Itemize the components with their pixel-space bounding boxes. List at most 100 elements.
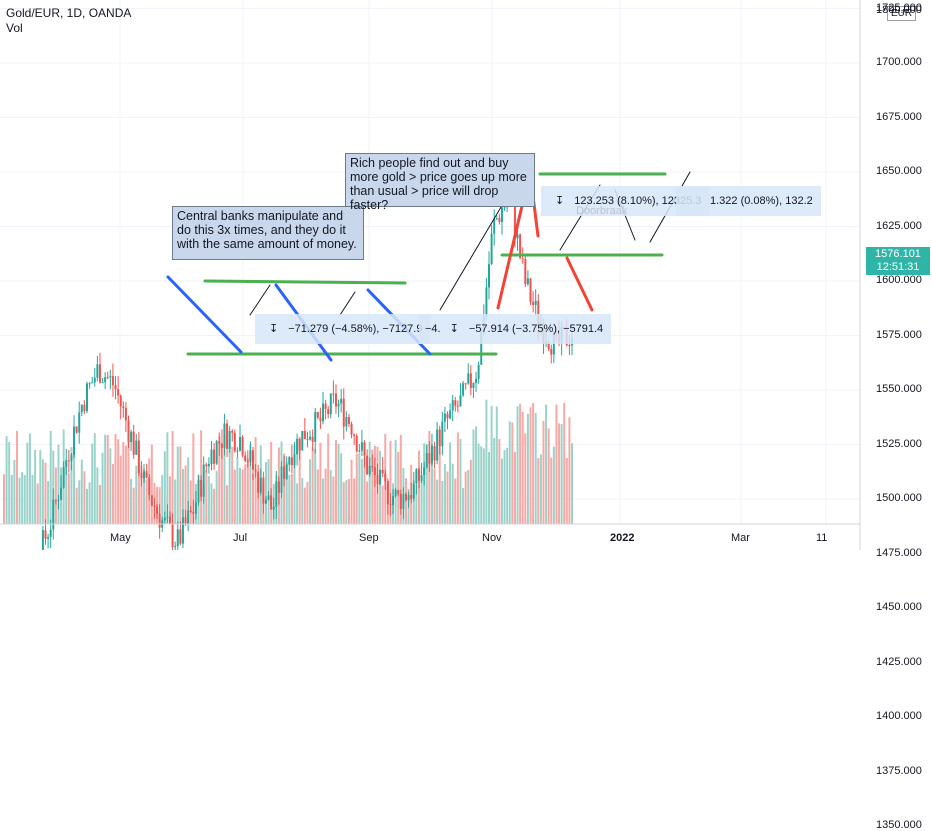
volume-bar (314, 449, 317, 524)
volume-bar (283, 453, 286, 524)
volume-bar (70, 447, 73, 524)
candle-body (316, 411, 319, 418)
candle-body (498, 218, 501, 222)
candle-body (117, 388, 120, 396)
candle-body (293, 454, 296, 466)
volume-bar (316, 469, 319, 524)
volume-bar (433, 468, 436, 524)
candle-body (389, 503, 392, 506)
candle-body (394, 489, 397, 497)
price-axis-top-label: 1800.000 (876, 4, 922, 16)
price-tick-label: 1650.000 (876, 165, 922, 177)
volume-bar (303, 487, 306, 524)
candle-body (430, 445, 433, 464)
candle-body (500, 207, 503, 222)
chart-area[interactable] (0, 0, 932, 550)
volume-bar (13, 459, 16, 524)
candle-body (218, 441, 221, 444)
volume-bars (3, 399, 573, 524)
volume-bar (347, 479, 350, 524)
volume-bar (257, 475, 260, 524)
volume-bar (91, 443, 94, 524)
volume-bar (482, 448, 485, 524)
volume-bar (15, 430, 18, 524)
candle-body (415, 469, 418, 484)
volume-bar (521, 411, 524, 524)
volume-bar (350, 459, 353, 524)
candle-body (519, 234, 522, 259)
volume-bar (451, 463, 454, 524)
candle-body (371, 466, 374, 468)
candle-body (441, 421, 444, 447)
annotation-note-central-banks[interactable]: Central banks manipulate and do this 3x … (172, 206, 364, 260)
last-price-tag: 1576.101 12:51:31 (866, 247, 930, 275)
price-tick-label: 1350.000 (876, 819, 922, 831)
volume-bar (503, 450, 506, 524)
volume-bar (85, 488, 88, 524)
volume-bar (67, 473, 70, 524)
volume-bar (18, 477, 21, 524)
volume-bar (565, 458, 568, 524)
candle-body (459, 395, 462, 407)
candle-body (568, 345, 571, 347)
candle-body (347, 417, 350, 424)
volume-bar (381, 485, 384, 524)
candle-body (384, 473, 387, 482)
volume-bar (44, 462, 47, 524)
measure-label-2[interactable]: −4. ↧ −57.914 (−3.75%), −5791.4 (419, 314, 612, 344)
candle-body (417, 469, 420, 481)
annotation-note-rich-people[interactable]: Rich people find out and buy more gold >… (345, 153, 535, 212)
volume-bar (192, 433, 195, 524)
candle-body (73, 426, 76, 455)
volume-bar (334, 440, 337, 524)
candle-body (345, 417, 348, 427)
symbol-title[interactable]: Gold/EUR, 1D, OANDA (6, 6, 132, 20)
volume-bar (342, 482, 345, 524)
volume-bar (179, 446, 182, 524)
volume-bar (353, 478, 356, 524)
volume-bar (215, 470, 218, 524)
candle-body (309, 436, 312, 440)
measure-label-4[interactable]: 1.322 (0.08%), 132.2 (676, 186, 821, 216)
volume-bar (8, 442, 11, 524)
candle-body (446, 413, 449, 419)
candle-body (233, 432, 236, 452)
candle-body (456, 405, 459, 407)
candle-body (244, 455, 247, 462)
measure-value-2: −57.914 (−3.75%), −5791.4 (468, 323, 604, 335)
volume-bar (189, 480, 192, 524)
price-tick-label: 1525.000 (876, 437, 922, 450)
price-tick-label: 1675.000 (876, 110, 922, 123)
candle-body (485, 287, 488, 317)
volume-bar (127, 429, 130, 524)
volume-bar (568, 417, 571, 524)
volume-bar (205, 470, 208, 524)
price-tick-label: 1475.000 (876, 546, 922, 559)
volume-bar (309, 459, 312, 524)
volume-bar (218, 436, 221, 524)
candle-body (44, 530, 47, 539)
measure-label-1[interactable]: ↧ −71.279 (−4.58%), −7127.9 (255, 314, 431, 344)
candle-body (532, 301, 535, 305)
volume-bar (236, 457, 239, 524)
last-price: 1576.101 (875, 248, 921, 260)
candle-body (342, 398, 345, 427)
volume-bar (345, 480, 348, 524)
candle-body (194, 502, 197, 514)
candle-body (257, 471, 260, 493)
candle-body (83, 404, 86, 412)
currency-badge[interactable]: EUR (887, 6, 917, 21)
candle-body (202, 464, 205, 497)
support-line (203, 279, 407, 285)
volume-bar (355, 453, 358, 524)
volume-bar (340, 453, 343, 524)
candle-body (267, 495, 270, 501)
candle-body (340, 398, 343, 404)
volume-bar (21, 472, 24, 524)
candle-body (298, 438, 301, 451)
volume-bar (73, 439, 76, 524)
measure-value-4: 1.322 (0.08%), 132.2 (710, 195, 813, 207)
candle-body (433, 445, 436, 461)
volume-bar (532, 402, 535, 524)
candle-body (534, 300, 537, 305)
